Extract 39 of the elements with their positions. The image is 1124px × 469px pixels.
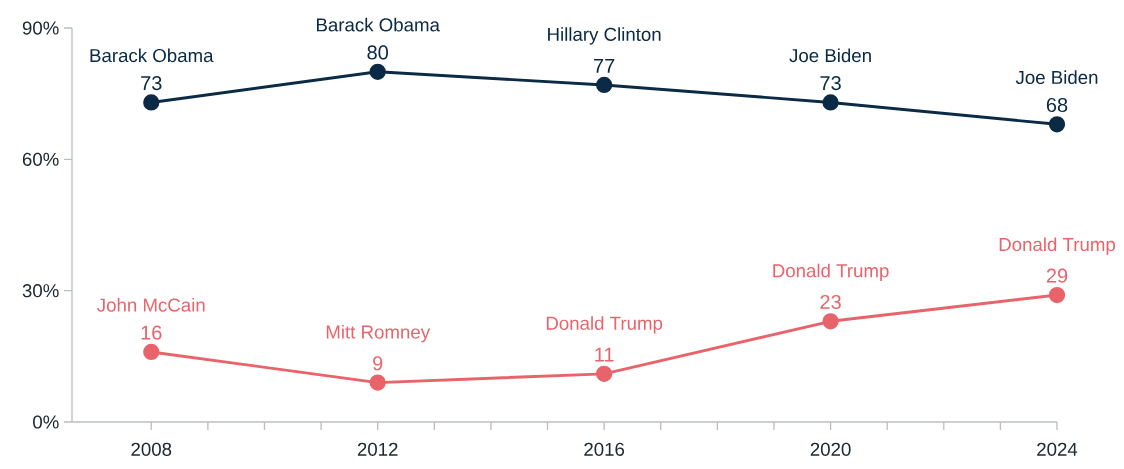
annotation: Barack Obama <box>90 48 214 63</box>
point <box>822 313 839 330</box>
data-label: 73 <box>820 76 841 91</box>
annotation: Hillary Clinton <box>548 27 661 45</box>
x-tick-label: 2008 <box>131 442 172 456</box>
x-tick-label: 2016 <box>584 442 625 456</box>
annotation: John McCain <box>97 297 205 312</box>
x-tick-label: 2024 <box>1037 442 1078 456</box>
point <box>369 374 386 391</box>
annotation: Joe Biden <box>1015 70 1098 85</box>
point <box>596 365 613 382</box>
data-label: 80 <box>367 45 389 60</box>
annotation: Mitt Romney <box>326 324 431 343</box>
data-label: 9 <box>373 356 383 371</box>
y-tick-label: 0% <box>33 415 59 429</box>
data-label: 16 <box>141 325 162 340</box>
point <box>596 76 613 94</box>
point <box>143 343 160 361</box>
point <box>369 63 386 80</box>
data-label: 73 <box>141 76 162 91</box>
y-tick-label: 30% <box>22 284 59 298</box>
data-label: 11 <box>595 347 614 362</box>
y-tick-label: 60% <box>22 152 59 166</box>
annotation: Donald Trump <box>999 237 1115 255</box>
data-label: 29 <box>1046 268 1068 283</box>
annotation: Joe Biden <box>789 48 871 63</box>
annotation: Barack Obama <box>316 17 440 32</box>
x-tick-label: 2020 <box>810 442 851 456</box>
x-tick-label: 2012 <box>357 442 398 456</box>
annotation: Donald Trump <box>773 263 889 282</box>
annotation: Donald Trump <box>546 316 663 334</box>
y-tick-label: 90% <box>22 21 59 35</box>
point <box>822 94 839 111</box>
point <box>143 94 160 111</box>
data-label: 68 <box>1046 97 1068 113</box>
point <box>1048 116 1066 133</box>
point <box>1048 286 1066 304</box>
data-label: 23 <box>820 294 841 310</box>
data-label: 77 <box>594 58 615 73</box>
